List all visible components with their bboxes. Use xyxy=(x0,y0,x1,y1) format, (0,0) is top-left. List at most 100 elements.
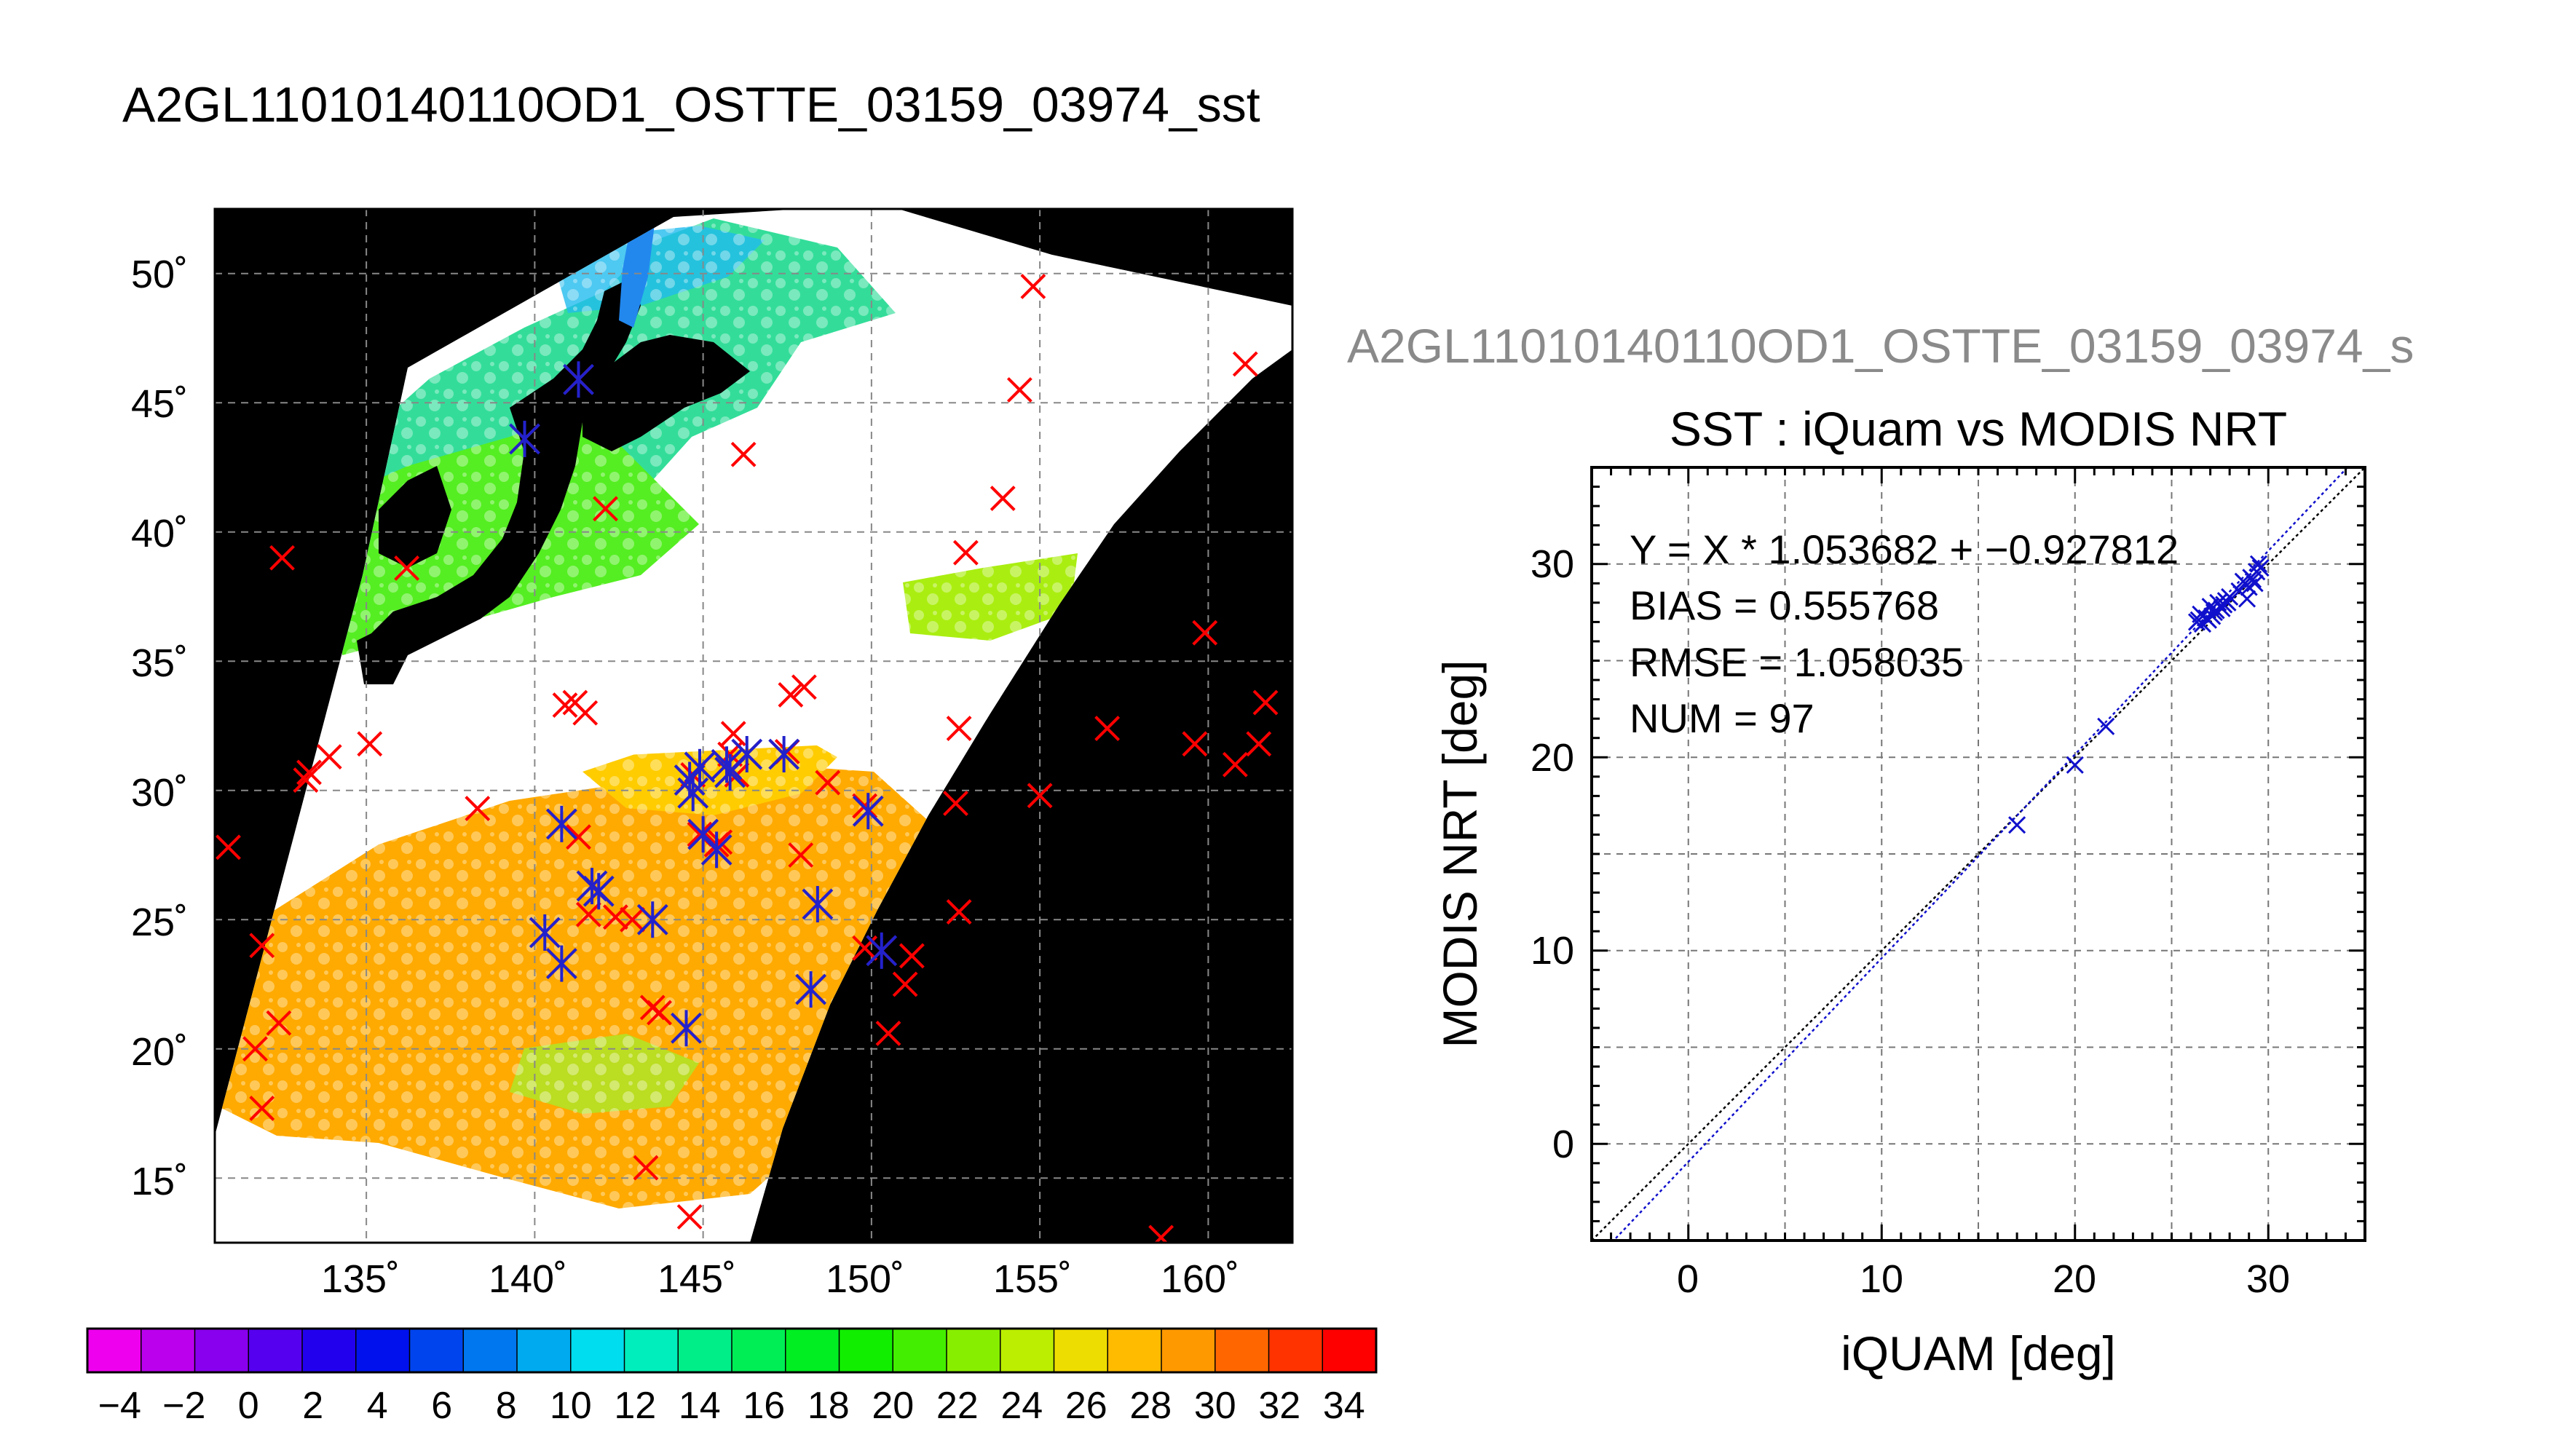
match-cross-blue xyxy=(529,914,561,951)
colorbar-cell xyxy=(1161,1329,1216,1372)
lat-tick-40: 40˚ xyxy=(131,512,188,555)
scatter-plot: Y = X * 1.053682 + −0.927812 BIAS = 0.55… xyxy=(1433,466,2366,1380)
match-cross-blue xyxy=(677,775,709,812)
iquam-cross xyxy=(946,716,972,741)
colorbar-cell xyxy=(463,1329,518,1372)
match-cross-blue xyxy=(684,748,716,786)
iquam-cross xyxy=(593,496,618,522)
scatter-point xyxy=(2097,717,2115,735)
iquam-cross xyxy=(1192,620,1218,646)
iquam-cross xyxy=(899,943,925,969)
colorbar-tick-label: 12 xyxy=(614,1385,656,1427)
colorbar: −4 −2 0 2 4 6 8 10 12 14 16 18 20 22 24 26 28 30 32 34 xyxy=(86,1327,1378,1427)
y-tick-0: 0 xyxy=(1552,1123,1574,1166)
iquam-cross xyxy=(791,674,817,700)
iquam-cross xyxy=(1148,1224,1174,1243)
plot-minor-ticks xyxy=(1592,467,2365,1241)
iquam-cross xyxy=(575,901,601,927)
iquam-cross xyxy=(778,681,804,708)
lon-tick-140: 140˚ xyxy=(489,1257,567,1301)
fit-line xyxy=(1612,467,2349,1241)
iquam-cross xyxy=(602,904,628,930)
land-kyushu xyxy=(357,626,408,684)
scatter-banner: A2GL11010140110OD1_OSTTE_03159_03974_s xyxy=(1347,319,2414,373)
cloud-band xyxy=(328,597,1019,801)
iquam-cross xyxy=(647,1000,672,1026)
lat-ticks: 50˚ 45˚ 40˚ 35˚ 30˚ 25˚ 20˚ 15˚ xyxy=(131,253,188,1203)
lon-tick-160: 160˚ xyxy=(1161,1257,1239,1301)
lon-ticks: 135˚ 140˚ 145˚ 150˚ 155˚ 160˚ xyxy=(321,1257,1239,1301)
colorbar-cells xyxy=(87,1329,1377,1372)
iquam-cross xyxy=(266,1010,292,1036)
iquam-cross xyxy=(394,555,420,581)
colorbar-cell xyxy=(409,1329,464,1372)
iquam-cross xyxy=(815,769,841,796)
iquam-cross xyxy=(788,842,814,868)
map-gridlines xyxy=(215,209,1292,1243)
iquam-cross xyxy=(633,1155,659,1181)
colorbar-tick-label: −4 xyxy=(98,1385,141,1427)
scatter-point xyxy=(2008,816,2026,834)
land-korea xyxy=(379,466,451,568)
match-cross-blue xyxy=(563,361,594,398)
colorbar-tick-label: 20 xyxy=(872,1385,914,1427)
iquam-cross xyxy=(1182,731,1208,757)
iquam-cross xyxy=(552,692,578,719)
iquam-cross xyxy=(1232,351,1258,377)
scatter-point xyxy=(2234,572,2252,590)
colorbar-cell xyxy=(248,1329,303,1372)
colorbar-cell xyxy=(1054,1329,1108,1372)
match-cross-blue xyxy=(671,1010,702,1047)
match-cross-blue xyxy=(509,420,540,457)
match-cross-blue xyxy=(768,736,800,773)
iquam-cross xyxy=(1027,783,1053,809)
colorbar-tick-label: 18 xyxy=(807,1385,850,1427)
colorbar-frame xyxy=(86,1327,1378,1374)
plot-gridlines xyxy=(1592,467,2365,1241)
iquam-cross xyxy=(1252,689,1279,716)
match-cross-blue xyxy=(852,793,884,830)
sst-map: 50˚ 45˚ 40˚ 35˚ 30˚ 25˚ 20˚ 15˚ 135˚ 140… xyxy=(131,207,1294,1301)
scatter-title: SST : iQuam vs MODIS NRT xyxy=(1670,402,2287,456)
iquam-cross xyxy=(562,689,588,716)
colorbar-tick-label: 30 xyxy=(1194,1385,1236,1427)
match-cross-blue xyxy=(714,753,746,791)
colorbar-tick-label: 16 xyxy=(743,1385,785,1427)
x-tick-20: 20 xyxy=(2053,1257,2096,1301)
iquam-cross xyxy=(875,1021,901,1046)
iquam-cross xyxy=(990,486,1016,512)
colorbar-cell xyxy=(678,1329,732,1372)
colorbar-tick-label: 2 xyxy=(302,1385,323,1427)
iquam-cross xyxy=(1246,731,1272,757)
scatter-point xyxy=(2221,587,2239,606)
colorbar-cell xyxy=(839,1329,893,1372)
colorbar-cell xyxy=(1268,1329,1323,1372)
iquam-cross xyxy=(943,791,968,816)
colorbar-tick-label: 34 xyxy=(1323,1385,1365,1427)
lat-tick-45: 45˚ xyxy=(131,382,188,426)
iquam-cross xyxy=(293,767,319,793)
iquam-cross xyxy=(296,759,322,786)
iquam-cross xyxy=(1006,377,1032,403)
colorbar-cell xyxy=(1322,1329,1377,1372)
scatter-point xyxy=(2249,555,2268,573)
colorbar-cell xyxy=(893,1329,947,1372)
scatter-points xyxy=(2008,555,2270,834)
colorbar-tick-label: 32 xyxy=(1258,1385,1300,1427)
colorbar-tick-label: 24 xyxy=(1000,1385,1043,1427)
map-frame xyxy=(213,207,1294,1244)
iquam-cross xyxy=(316,744,342,770)
stat-bias: BIAS = 0.555768 xyxy=(1630,582,1939,628)
iquam-cross xyxy=(676,1204,703,1230)
match-cross-blue xyxy=(802,885,834,922)
colorbar-tick-label: −2 xyxy=(162,1385,205,1427)
colorbar-cell xyxy=(355,1329,410,1372)
y-tick-20: 20 xyxy=(1531,736,1574,780)
colorbar-tick-label: 10 xyxy=(550,1385,592,1427)
colorbar-cell xyxy=(194,1329,249,1372)
lat-tick-35: 35˚ xyxy=(131,641,188,685)
colorbar-tick-label: 22 xyxy=(936,1385,979,1427)
lat-tick-25: 25˚ xyxy=(131,901,188,944)
land-hokkaido xyxy=(583,335,750,451)
